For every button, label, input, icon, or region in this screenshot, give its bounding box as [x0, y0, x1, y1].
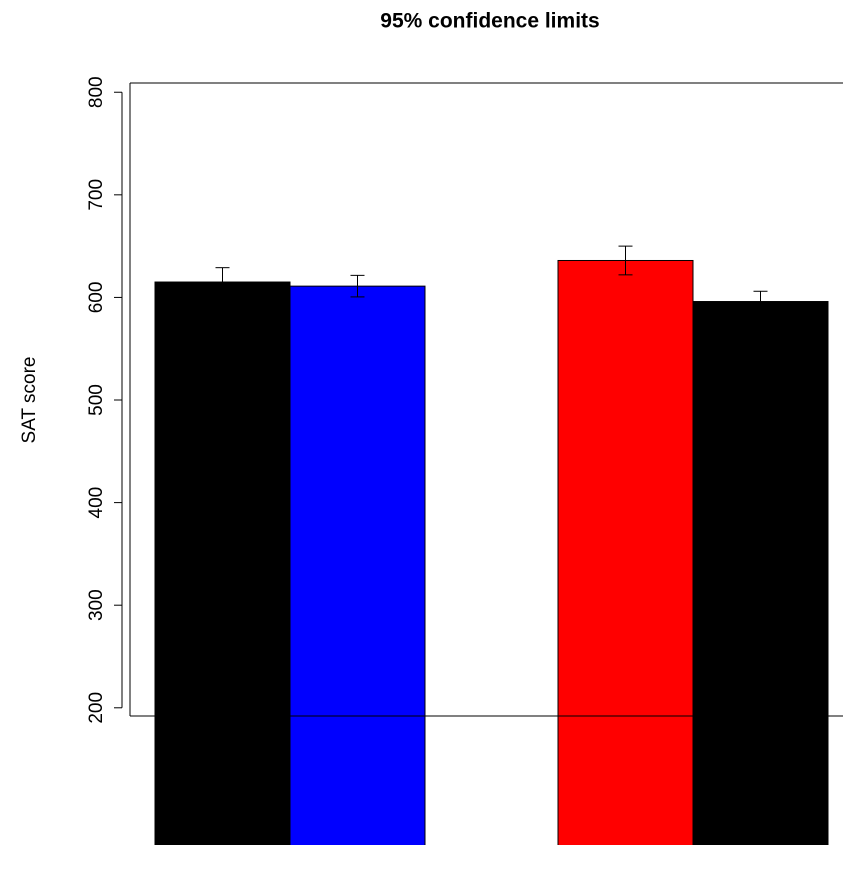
- bar: [289, 285, 426, 845]
- bar: [154, 281, 291, 845]
- y-tick-label: 800: [86, 76, 107, 108]
- y-tick-label: 600: [86, 282, 107, 314]
- y-tick-label: 500: [86, 384, 107, 416]
- error-bar: [215, 267, 230, 297]
- bar: [557, 259, 694, 845]
- error-bar: [350, 274, 365, 298]
- bar: [692, 301, 829, 845]
- y-tick-label: 400: [86, 487, 107, 519]
- error-bar: [753, 290, 768, 313]
- error-bar: [618, 245, 633, 276]
- y-tick-label: 200: [86, 692, 107, 724]
- y-axis-label: SAT score: [19, 357, 40, 444]
- chart-title: 95% confidence limits: [380, 10, 599, 33]
- y-tick-label: 300: [86, 589, 107, 621]
- y-tick-label: 700: [86, 179, 107, 211]
